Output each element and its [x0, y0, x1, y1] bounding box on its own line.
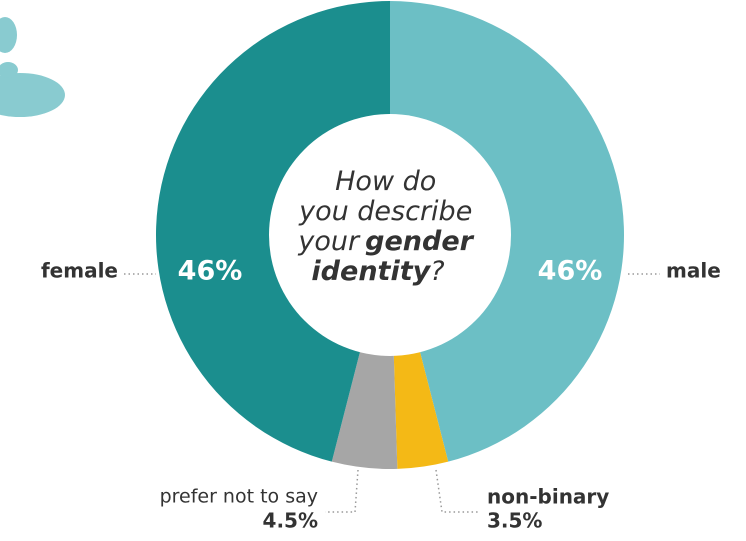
value-label: 4.5%: [263, 509, 318, 533]
category-label: female: [41, 259, 118, 283]
chart: How do you describe yourgender identity?…: [0, 0, 746, 537]
leader-line: [325, 470, 358, 512]
value-label: 3.5%: [487, 509, 542, 533]
value-label: 46%: [538, 256, 603, 287]
decoration: [0, 17, 65, 117]
page: How do you describe yourgender identity?…: [0, 0, 746, 537]
leader-line: [436, 470, 480, 512]
category-label: non-binary: [487, 485, 609, 509]
category-label: prefer not to say: [160, 486, 318, 508]
value-label: 46%: [178, 256, 243, 287]
category-label: male: [666, 259, 721, 283]
